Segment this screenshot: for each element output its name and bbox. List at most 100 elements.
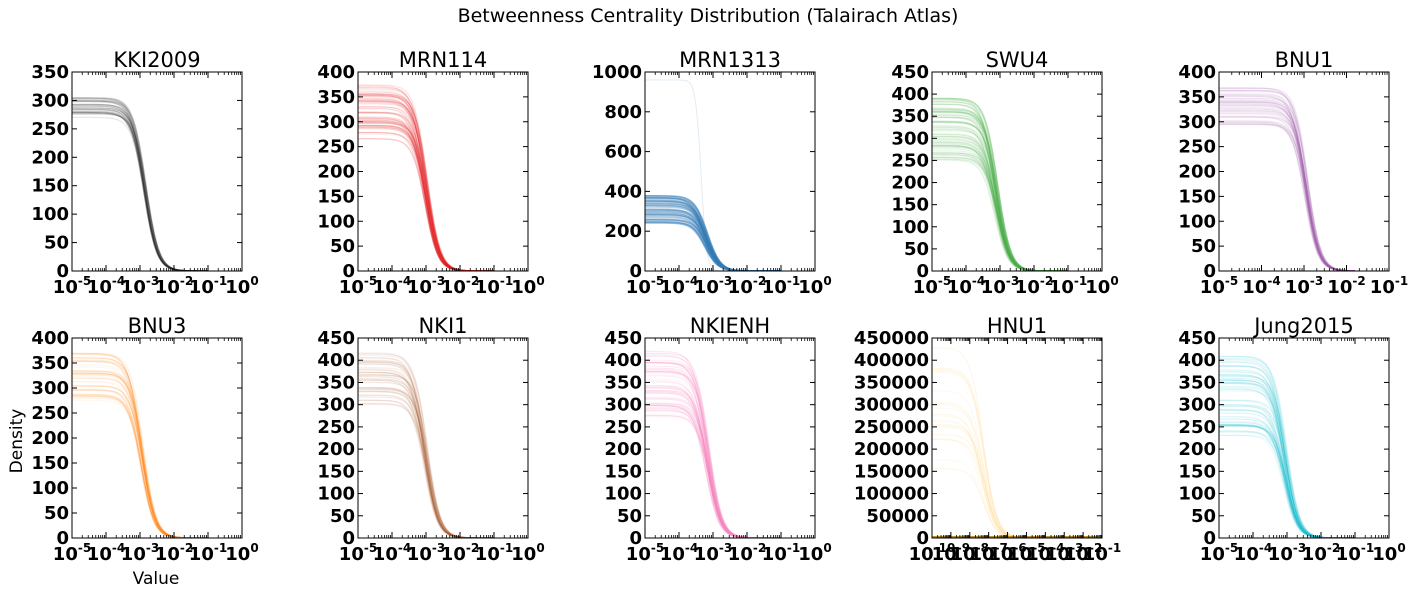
- y-tick-label: 50000: [866, 506, 929, 527]
- y-tick-label: 50: [1191, 506, 1216, 527]
- series-line: [645, 205, 781, 271]
- series-line: [1219, 112, 1355, 271]
- series-line: [1219, 123, 1355, 271]
- series-line: [645, 216, 781, 271]
- series-line: [1219, 123, 1355, 271]
- series-line: [72, 99, 208, 271]
- x-tick-label: 10-6: [988, 541, 1026, 565]
- series-line: [645, 196, 781, 271]
- series-line: [645, 206, 781, 271]
- series-line: [645, 205, 781, 271]
- y-tick-label: 400: [1178, 350, 1216, 371]
- series-line: [645, 206, 781, 271]
- series-line: [645, 221, 781, 271]
- x-tick-label: 10-1: [762, 274, 800, 298]
- series-line: [72, 108, 208, 271]
- series-line: [645, 222, 781, 271]
- x-tick-label: 10-5: [339, 274, 377, 298]
- x-tick-label: 10-5: [339, 541, 377, 565]
- x-tick-label: 10-1: [762, 541, 800, 565]
- y-tick-label: 250: [31, 119, 69, 140]
- series-line: [645, 370, 781, 538]
- plot-frame: [71, 337, 243, 539]
- series-line: [645, 210, 781, 271]
- series-line: [72, 98, 208, 271]
- series-line: [645, 221, 781, 271]
- x-tick-label: 100: [1085, 274, 1118, 298]
- series-line: [645, 214, 781, 271]
- x-tick-label: 10-4: [660, 274, 698, 298]
- x-tick-label: 10-4: [87, 541, 125, 565]
- x-tick-label: 10-8: [951, 541, 989, 565]
- panel-swu4: 05010015020025030035040045010-510-410-31…: [891, 48, 1118, 298]
- y-tick-label: 400: [1178, 62, 1216, 83]
- y-tick-label: 450: [891, 62, 929, 83]
- series-line: [645, 208, 781, 271]
- series-line: [72, 103, 208, 271]
- x-tick-label: 10-9: [932, 541, 970, 565]
- y-tick-label: 150: [31, 176, 69, 197]
- y-tick-label: 100: [604, 484, 642, 505]
- series-line: [1219, 116, 1355, 271]
- series-line: [645, 213, 781, 271]
- plot-frame: [71, 71, 243, 272]
- curve-group: [1219, 355, 1355, 538]
- series-line: [1219, 93, 1355, 271]
- x-tick-label: 10-2: [155, 541, 193, 565]
- series-line: [645, 219, 781, 271]
- y-tick-label: 0: [629, 261, 642, 282]
- curve-group: [358, 84, 494, 271]
- series-line: [932, 111, 1068, 271]
- curve-group: [72, 352, 208, 538]
- series-line: [1219, 99, 1355, 271]
- y-tick-label: 0: [1203, 261, 1216, 282]
- y-tick-label: 800: [604, 102, 642, 123]
- y-tick-label: 400: [891, 84, 929, 105]
- curve-group: [932, 347, 1099, 538]
- series-line: [72, 107, 208, 271]
- y-tick-label: 100: [891, 217, 929, 238]
- x-tick-label: 10-2: [1302, 541, 1340, 565]
- panel-title: Jung2015: [1252, 314, 1354, 338]
- x-tick-label: 100: [798, 274, 831, 298]
- series-line: [645, 198, 781, 271]
- series-line: [932, 98, 1068, 271]
- x-tick-label: 10-3: [1285, 274, 1323, 298]
- series-line: [645, 195, 781, 271]
- series-line: [932, 371, 1068, 538]
- panel-nki1: 05010015020025030035040045010-510-410-31…: [317, 314, 544, 565]
- y-tick-label: 50: [330, 506, 355, 527]
- y-tick-label: 200: [31, 428, 69, 449]
- series-line: [645, 204, 781, 271]
- series-line: [1219, 94, 1355, 271]
- x-tick-label: 10-1: [189, 541, 227, 565]
- series-line: [645, 197, 781, 271]
- series-line: [645, 214, 781, 271]
- series-line: [645, 220, 781, 271]
- series-line: [932, 116, 1068, 271]
- panel-title: BNU3: [128, 314, 187, 338]
- series-line: [645, 200, 781, 271]
- series-line: [645, 203, 781, 271]
- panel-nkienh: 05010015020025030035040045010-510-410-31…: [604, 314, 831, 565]
- series-line: [72, 116, 208, 271]
- series-line: [932, 401, 1068, 538]
- panel-mrn1313: 0 200 400 600 800 1000 10-510-410-310-210-1100…: [592, 48, 832, 298]
- y-tick-label: 150: [604, 461, 642, 482]
- panel-hnu1: 0500001000001500002000002500003000003500…: [854, 314, 1121, 565]
- series-line: [645, 209, 781, 271]
- series-line: [72, 100, 208, 271]
- series-line: [932, 434, 1068, 538]
- series-line: [72, 395, 208, 538]
- x-tick-label: 10-1: [475, 274, 513, 298]
- series-line: [645, 201, 781, 271]
- x-tick-label: 100: [798, 541, 831, 565]
- x-tick-label: 10-1: [475, 541, 513, 565]
- y-tick-label: 300: [31, 378, 69, 399]
- y-tick-label: 400: [317, 350, 355, 371]
- x-tick-label: 100: [225, 541, 258, 565]
- series-line: [72, 97, 208, 271]
- series-line: [645, 379, 781, 538]
- plot-frame: [1218, 337, 1390, 539]
